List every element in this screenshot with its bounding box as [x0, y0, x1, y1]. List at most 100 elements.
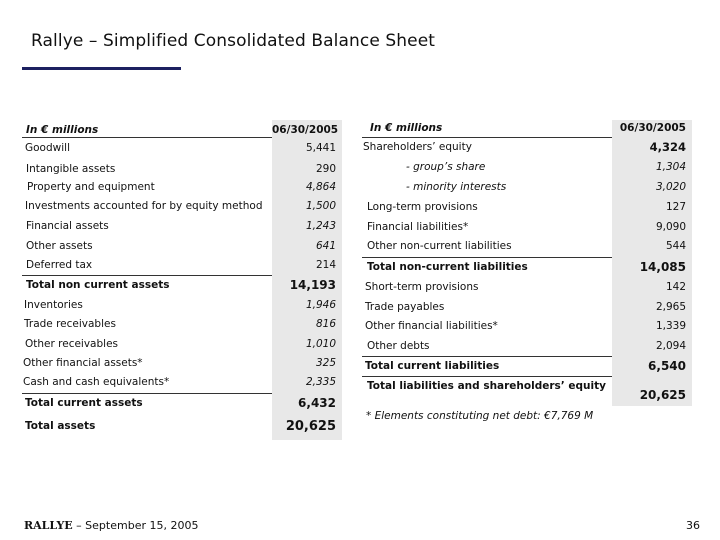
- assets-row-value: 2,335: [305, 376, 336, 388]
- assets-row-label: Goodwill: [25, 142, 70, 154]
- liabilities-row-value: 142: [665, 281, 686, 293]
- liabilities-row-label: - minority interests: [406, 181, 507, 193]
- assets-row: Financial assets 1,243: [22, 218, 342, 234]
- liabilities-row-label: Long-term provisions: [367, 201, 478, 213]
- liabilities-header-row: In € millions 06/30/2005: [362, 121, 692, 135]
- assets-row-label: Property and equipment: [27, 181, 155, 193]
- assets-row-value: 1,946: [305, 299, 336, 311]
- assets-row: Property and equipment 4,864: [22, 179, 342, 195]
- assets-row: Other receivables 1,010: [22, 336, 342, 352]
- assets-row-label: Total current assets: [25, 397, 143, 409]
- assets-row: Other financial assets* 325: [22, 355, 342, 371]
- assets-row-value: 1,010: [305, 338, 336, 350]
- assets-subtotal-rule: [22, 393, 272, 394]
- liabilities-row: Other non-current liabilities 544: [362, 238, 692, 254]
- assets-row-value: 14,193: [289, 278, 336, 292]
- liabilities-subtotal-rule: [362, 257, 612, 258]
- liabilities-subtotal-row: Total non-current liabilities 14,085: [362, 259, 692, 275]
- liabilities-subtotal-rule: [362, 356, 612, 357]
- assets-row: Goodwill 5,441: [22, 140, 342, 156]
- liabilities-total-rule: [362, 376, 612, 377]
- assets-subtotal-row: Total current assets 6,432: [22, 395, 342, 411]
- liabilities-row-value: 9,090: [655, 221, 686, 233]
- assets-row-label: Total assets: [25, 420, 96, 432]
- liabilities-row: Financial liabilities* 9,090: [362, 219, 692, 235]
- assets-row: Trade receivables 816: [22, 316, 342, 332]
- assets-header-label: In € millions: [26, 124, 99, 136]
- assets-row-label: Cash and cash equivalents*: [23, 376, 170, 388]
- assets-row: Deferred tax 214: [22, 257, 342, 273]
- assets-subtotal-rule: [22, 275, 272, 276]
- liabilities-table: In € millions 06/30/2005 Shareholders’ e…: [362, 120, 692, 406]
- liabilities-value-column-shade: [612, 120, 692, 406]
- liabilities-subtotal-row: Total current liabilities 6,540: [362, 358, 692, 374]
- assets-row-label: Intangible assets: [26, 163, 116, 175]
- assets-row-label: Investments accounted for by equity meth…: [25, 200, 263, 212]
- assets-row-label: Other assets: [26, 240, 93, 252]
- liabilities-row: Other debts 2,094: [362, 338, 692, 354]
- liabilities-row: - minority interests 3,020: [362, 179, 692, 195]
- liabilities-row: Trade payables 2,965: [362, 299, 692, 315]
- liabilities-row-value: 4,324: [649, 140, 686, 154]
- assets-row: Other assets 641: [22, 238, 342, 254]
- assets-table: In € millions 06/30/2005 Goodwill 5,441 …: [22, 120, 342, 440]
- assets-row: Investments accounted for by equity meth…: [22, 198, 342, 214]
- assets-row-value: 325: [315, 357, 336, 369]
- liabilities-row-label: Shareholders’ equity: [363, 141, 472, 153]
- assets-row-value: 5,441: [305, 142, 336, 154]
- liabilities-row-label: Short-term provisions: [365, 281, 479, 293]
- assets-row-label: Trade receivables: [24, 318, 116, 330]
- footer-brand: RALLYE: [24, 519, 73, 532]
- page-number: 36: [686, 519, 700, 532]
- assets-row: Inventories 1,946: [22, 297, 342, 313]
- assets-header-rule: [22, 137, 272, 138]
- assets-row-label: Other receivables: [25, 338, 119, 350]
- assets-row-label: Financial assets: [26, 220, 109, 232]
- assets-row-value: 4,864: [305, 181, 336, 193]
- liabilities-row-label: - group’s share: [406, 161, 486, 173]
- liabilities-row: - group’s share 1,304: [362, 159, 692, 175]
- liabilities-row-value: 544: [665, 240, 686, 252]
- assets-subtotal-row: Total non current assets 14,193: [22, 277, 342, 293]
- liabilities-row-label: Other financial liabilities*: [365, 320, 498, 332]
- liabilities-row: Long-term provisions 127: [362, 199, 692, 215]
- liabilities-row-label: Total non-current liabilities: [367, 261, 528, 273]
- assets-row-value: 20,625: [285, 418, 336, 434]
- liabilities-row-value: 20,625: [639, 388, 686, 402]
- assets-row: Cash and cash equivalents* 2,335: [22, 374, 342, 390]
- assets-value-column-shade: [272, 120, 342, 440]
- liabilities-row-value: 3,020: [655, 181, 686, 193]
- assets-row-value: 290: [315, 163, 336, 175]
- liabilities-row-value: 1,339: [655, 320, 686, 332]
- liabilities-row: Shareholders’ equity 4,324: [362, 139, 692, 155]
- liabilities-row-label: Total liabilities and shareholders’ equi…: [367, 380, 606, 392]
- footer: RALLYE – September 15, 2005: [24, 519, 198, 532]
- liabilities-row-value: 1,304: [655, 161, 686, 173]
- assets-row-value: 1,243: [305, 220, 336, 232]
- liabilities-row-value: 14,085: [639, 260, 686, 274]
- footer-date: – September 15, 2005: [72, 519, 199, 532]
- assets-header-date: 06/30/2005: [272, 124, 339, 136]
- liabilities-row-value: 127: [665, 201, 686, 213]
- liabilities-row-label: Trade payables: [365, 301, 445, 313]
- assets-row-label: Deferred tax: [26, 259, 93, 271]
- assets-row-label: Inventories: [24, 299, 83, 311]
- assets-row-value: 641: [315, 240, 336, 252]
- liabilities-row-label: Total current liabilities: [365, 360, 500, 372]
- assets-row-value: 1,500: [305, 200, 336, 212]
- assets-row-label: Other financial assets*: [23, 357, 143, 369]
- title-underline: [22, 67, 181, 70]
- liabilities-total-row: Total liabilities and shareholders’ equi…: [362, 380, 692, 402]
- liabilities-row-value: 6,540: [648, 359, 686, 373]
- liabilities-row-value: 2,094: [655, 340, 686, 352]
- liabilities-row-label: Financial liabilities*: [367, 221, 469, 233]
- assets-row-value: 816: [315, 318, 336, 330]
- liabilities-header-label: In € millions: [370, 122, 443, 134]
- assets-row-value: 6,432: [298, 396, 336, 410]
- liabilities-row-value: 2,965: [655, 301, 686, 313]
- page-title: Rallye – Simplified Consolidated Balance…: [31, 31, 436, 51]
- net-debt-footnote: * Elements constituting net debt: €7,769…: [366, 410, 594, 422]
- liabilities-row: Short-term provisions 142: [362, 279, 692, 295]
- liabilities-row: Other financial liabilities* 1,339: [362, 318, 692, 334]
- assets-row-value: 214: [315, 259, 336, 271]
